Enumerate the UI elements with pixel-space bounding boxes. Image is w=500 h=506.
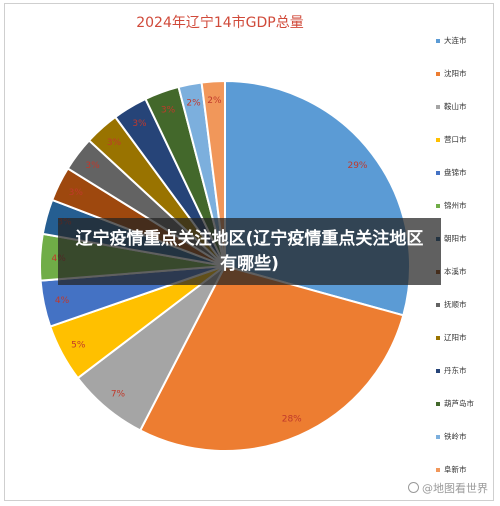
- legend-swatch: [436, 467, 440, 472]
- legend-swatch: [436, 71, 440, 76]
- data-label-8: 3%: [69, 188, 84, 198]
- legend-item: 葫芦岛市: [436, 387, 496, 420]
- legend-item: 沈阳市: [436, 57, 496, 90]
- legend-label: 大连市: [444, 36, 467, 45]
- chart-title: 2024年辽宁14市GDP总量: [136, 15, 304, 31]
- legend-label: 抚顺市: [444, 300, 467, 309]
- data-label-11: 3%: [132, 119, 147, 129]
- legend-label: 朝阳市: [444, 234, 467, 243]
- data-label-1: 29%: [347, 161, 367, 171]
- data-label-4: 5%: [71, 341, 86, 351]
- legend-label: 辽阳市: [444, 333, 467, 342]
- legend-item: 朝阳市: [436, 222, 496, 255]
- legend-item: 本溪市: [436, 255, 496, 288]
- legend-item: 营口市: [436, 123, 496, 156]
- data-label-3: 7%: [111, 390, 126, 400]
- legend-swatch: [436, 335, 440, 340]
- watermark-icon: [408, 482, 419, 493]
- headline-text: 辽宁疫情重点关注地区(辽宁疫情重点关注地区有哪些): [75, 228, 424, 274]
- data-label-2: 28%: [282, 415, 302, 425]
- data-label-14: 2%: [207, 96, 222, 106]
- legend-swatch: [436, 401, 440, 406]
- data-label-5: 4%: [55, 296, 70, 306]
- legend-item: 鞍山市: [436, 90, 496, 123]
- legend-label: 盘锦市: [444, 168, 467, 177]
- legend-label: 锦州市: [444, 201, 467, 210]
- legend-swatch: [436, 170, 440, 175]
- legend-swatch: [436, 203, 440, 208]
- legend-label: 葫芦岛市: [444, 399, 474, 408]
- legend-label: 铁岭市: [444, 432, 467, 441]
- data-label-12: 3%: [161, 106, 176, 116]
- legend-item: 铁岭市: [436, 420, 496, 453]
- legend-swatch: [436, 368, 440, 373]
- legend-label: 本溪市: [444, 267, 467, 276]
- chart-legend: 大连市沈阳市鞍山市营口市盘锦市锦州市朝阳市本溪市抚顺市辽阳市丹东市葫芦岛市铁岭市…: [436, 24, 496, 486]
- legend-item: 辽阳市: [436, 321, 496, 354]
- legend-item: 盘锦市: [436, 156, 496, 189]
- legend-label: 沈阳市: [444, 69, 467, 78]
- data-label-13: 2%: [186, 99, 201, 109]
- watermark-text: @地图看世界: [422, 482, 488, 495]
- legend-label: 营口市: [444, 135, 467, 144]
- legend-swatch: [436, 302, 440, 307]
- legend-label: 阜新市: [444, 465, 467, 474]
- data-label-9: 3%: [85, 161, 100, 171]
- legend-swatch: [436, 434, 440, 439]
- pie-slice-2: [138, 264, 405, 452]
- legend-item: 大连市: [436, 24, 496, 57]
- legend-item: 丹东市: [436, 354, 496, 387]
- legend-swatch: [436, 104, 440, 109]
- legend-label: 鞍山市: [444, 102, 467, 111]
- legend-swatch: [436, 38, 440, 43]
- watermark: @地图看世界: [408, 480, 488, 496]
- data-label-10: 3%: [107, 138, 122, 148]
- legend-item: 阜新市: [436, 453, 496, 486]
- legend-swatch: [436, 137, 440, 142]
- legend-item: 锦州市: [436, 189, 496, 222]
- headline-banner: 辽宁疫情重点关注地区(辽宁疫情重点关注地区有哪些): [58, 218, 441, 285]
- legend-item: 抚顺市: [436, 288, 496, 321]
- legend-label: 丹东市: [444, 366, 467, 375]
